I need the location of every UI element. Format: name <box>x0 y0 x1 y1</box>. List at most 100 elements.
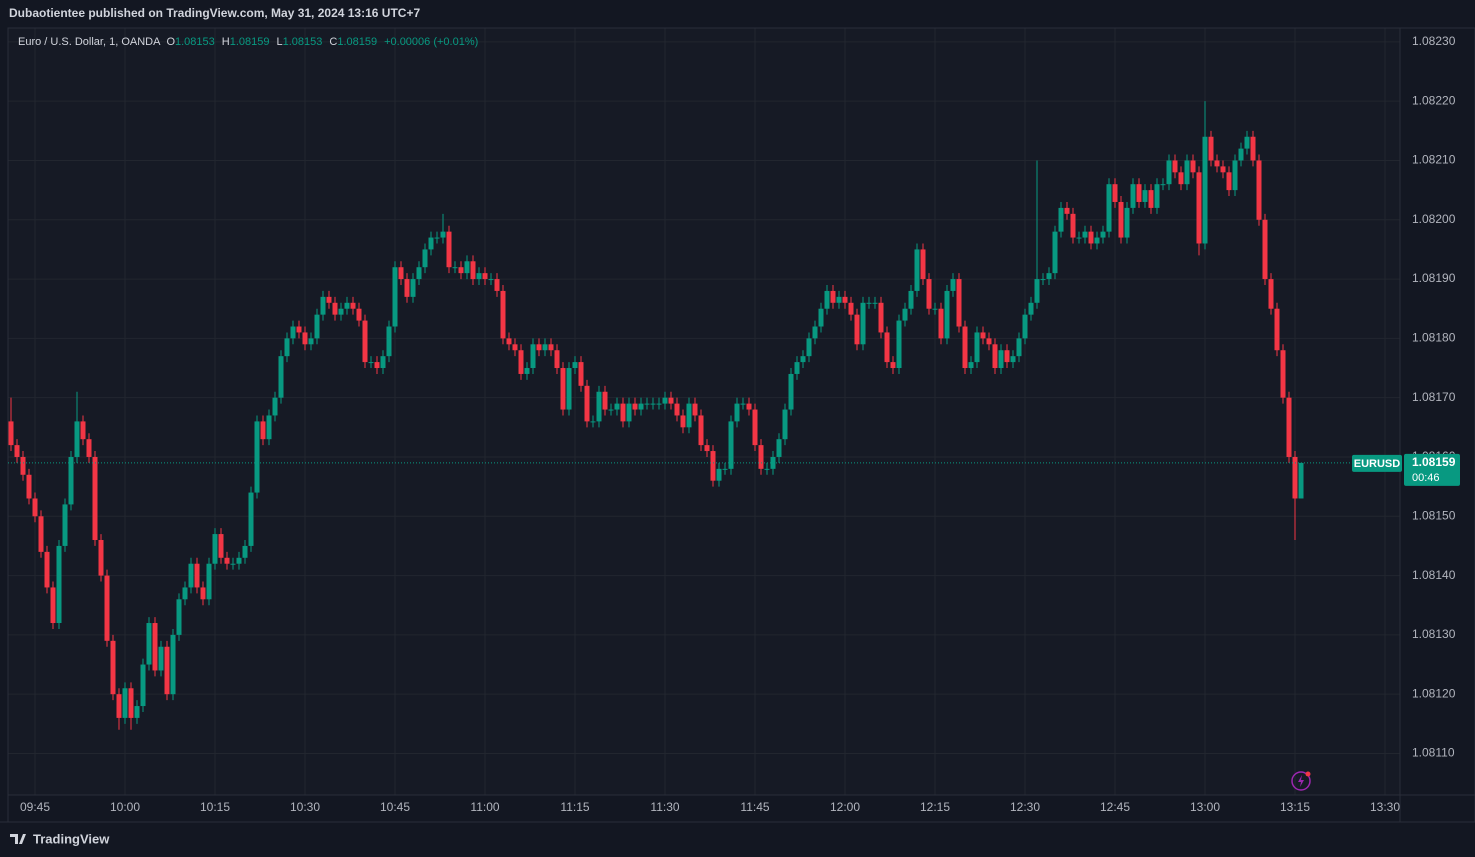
candle-body <box>134 706 140 718</box>
candle-body <box>962 326 968 369</box>
candle-body <box>578 362 584 386</box>
candle-body <box>764 468 770 470</box>
price-box <box>1404 453 1460 486</box>
candle-body <box>1100 231 1106 238</box>
candle-body <box>938 308 944 339</box>
candle-body <box>398 267 404 280</box>
candle-body <box>68 456 74 505</box>
candle-body <box>1166 160 1172 185</box>
candle-body <box>74 421 80 457</box>
candle-body <box>848 302 854 315</box>
candle-body <box>1112 184 1118 202</box>
candle-body <box>188 563 194 588</box>
candle-body <box>734 403 740 422</box>
candle-body <box>302 332 308 345</box>
candle-body <box>314 314 320 339</box>
candle-body <box>1268 279 1274 309</box>
candle-body <box>656 403 662 405</box>
candle-body <box>182 587 188 600</box>
frame <box>7 27 1475 823</box>
candle-body <box>362 320 368 363</box>
candle-body <box>176 599 182 635</box>
candle-body <box>530 344 536 369</box>
candle-body <box>644 403 650 405</box>
candle-body <box>410 279 416 297</box>
candle-body <box>1178 172 1184 185</box>
candle-body <box>974 332 980 363</box>
candle-body <box>1094 237 1100 244</box>
candle-body <box>830 290 836 303</box>
candle-body <box>1106 184 1112 232</box>
candle-body <box>1298 462 1304 499</box>
legend-value: 1.08153 <box>175 36 215 48</box>
candle-body <box>1088 231 1094 244</box>
candle-body <box>680 415 686 428</box>
x-tick-label: 10:30 <box>290 800 320 814</box>
candle-body <box>884 332 890 363</box>
candle-body <box>758 445 764 469</box>
candle-body <box>1196 172 1202 244</box>
candle-body <box>494 279 500 291</box>
candle-body <box>194 563 200 588</box>
legend: Euro / U.S. Dollar, 1, OANDA O 1.08153 H 1.0… <box>18 36 478 48</box>
candle-body <box>608 409 614 411</box>
candle-body <box>998 350 1004 369</box>
candle-body <box>350 302 356 309</box>
candle-body <box>620 403 626 422</box>
candle-body <box>500 290 506 339</box>
candle-body <box>122 688 128 718</box>
candle-body <box>1016 338 1022 357</box>
candle-body <box>104 575 110 641</box>
candle-body <box>908 290 914 309</box>
legend-key: L <box>276 36 282 48</box>
chart-pane <box>8 28 1400 795</box>
candle-body <box>332 302 338 315</box>
candle-body <box>488 279 494 281</box>
candle-body <box>986 338 992 345</box>
candle-body <box>1130 184 1136 208</box>
x-tick-label: 13:00 <box>1190 800 1220 814</box>
legend-key: O <box>166 36 175 48</box>
candle-body <box>932 308 938 310</box>
candle-body <box>56 545 62 624</box>
legend-key: C <box>329 36 337 48</box>
countdown-label: 00:46 <box>1412 472 1440 484</box>
candle-body <box>326 296 332 303</box>
candle-body <box>20 456 26 475</box>
candle-body <box>650 403 656 405</box>
candle-body <box>1220 166 1226 173</box>
candle-body <box>296 326 302 333</box>
candle-body <box>356 308 362 321</box>
candle-body <box>968 362 974 369</box>
candle-body <box>218 534 224 558</box>
symbol-box <box>1352 454 1402 472</box>
candle-body <box>158 646 164 671</box>
candle-body <box>98 540 104 576</box>
candle-body <box>422 249 428 268</box>
candle-body <box>668 397 674 404</box>
candle-body <box>14 445 20 457</box>
x-tick-label: 11:15 <box>560 800 589 814</box>
candle-body <box>806 338 812 357</box>
candle-body <box>1142 190 1148 202</box>
candle-body <box>536 344 542 351</box>
candle-body <box>404 279 410 297</box>
candle-body <box>1280 350 1286 398</box>
brand: TradingView <box>33 831 110 846</box>
candle-body <box>1244 136 1250 149</box>
candle-body <box>320 296 326 315</box>
candle-body <box>266 415 272 440</box>
y-tick-label: 1.08180 <box>1412 331 1456 345</box>
candle-body <box>482 273 488 280</box>
candle-body <box>338 308 344 315</box>
candle-body <box>992 344 998 369</box>
candle-body <box>1064 207 1070 214</box>
candle-body <box>290 326 296 339</box>
candle-body <box>740 403 746 405</box>
candle-body <box>278 356 284 398</box>
candle-body <box>440 231 446 238</box>
candle-body <box>710 451 716 481</box>
candle-body <box>230 563 236 565</box>
x-tick-label: 13:15 <box>1280 800 1310 814</box>
candle-body <box>776 439 782 457</box>
